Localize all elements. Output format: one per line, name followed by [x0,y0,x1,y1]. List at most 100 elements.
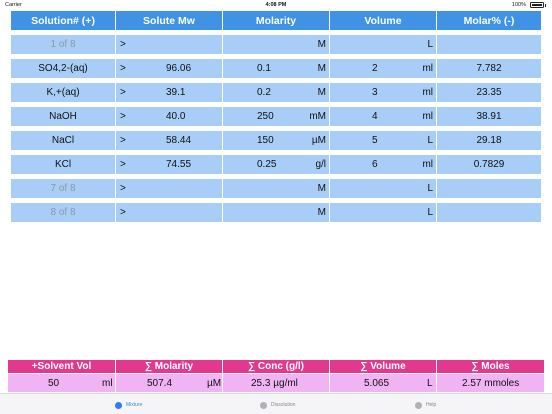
volume-cell[interactable]: 6 ml [330,155,436,174]
molarity-value: 250 [257,111,274,122]
molarity-value: 150 [257,135,274,146]
volume-value: 4 [372,111,378,122]
solution-name: NaCl [51,135,75,146]
solution-name: 8 of 8 [50,207,76,218]
molarity-value: 0.1 [257,63,271,74]
volume-unit: ml [422,87,433,98]
solute-mw-cell[interactable]: >40.0 [116,107,222,126]
solute-picker-chevron-icon: > [120,207,126,218]
molarity-cell[interactable]: M [223,203,329,222]
molarity-unit: g/l [315,159,326,170]
volume-cell[interactable]: 3 ml [330,83,436,102]
molar-pct-cell [437,203,541,222]
sum-molarity-cell: 507.4 µM [116,374,222,392]
sum-molarity-unit: µM [207,378,222,389]
summary-header-moles: ∑ Moles [437,360,544,373]
volume-cell[interactable]: L [330,179,436,198]
tab-dissolution[interactable]: Dissolution [260,398,295,412]
molarity-value: 0.2 [257,87,271,98]
solute-mw-cell[interactable]: > [116,179,222,198]
solute-picker-chevron-icon: > [120,63,126,74]
volume-unit: L [427,135,433,146]
carrier-label: Carrier [5,2,22,8]
summary-header-solvent: +Solvent Vol [8,360,115,373]
solute-mw-cell[interactable]: >96.06 [116,59,222,78]
volume-unit: L [427,183,433,194]
molarity-unit: M [317,39,326,50]
solute-picker-chevron-icon: > [120,159,126,170]
solute-picker-chevron-icon: > [120,135,126,146]
header-solution[interactable]: Solution# (+) [11,11,115,30]
sum-moles-value: 2.57 mmoles [462,378,520,389]
solute-mw-cell[interactable]: >58.44 [116,131,222,150]
molarity-cell[interactable]: 0.25 g/l [223,155,329,174]
solution-name: SO4,2-(aq) [38,63,88,74]
solution-name: KCl [54,159,72,170]
solute-picker-chevron-icon: > [120,111,126,122]
solute-mw-cell[interactable]: > [116,203,222,222]
volume-cell[interactable]: 4 ml [330,107,436,126]
solvent-volume-unit: ml [102,378,113,389]
volume-cell[interactable]: L [330,203,436,222]
solvent-volume-value: 50 [48,378,60,389]
volume-cell[interactable]: L [330,35,436,54]
volume-value: 5 [372,135,378,146]
solute-mw-value: 58.44 [166,135,192,146]
solution-name-cell[interactable]: 8 of 8 [11,203,115,222]
molar-pct-value: 0.7829 [473,159,505,170]
molarity-cell[interactable]: 150 µM [223,131,329,150]
molarity-unit: M [317,87,326,98]
solution-name-cell[interactable]: NaCl [11,131,115,150]
solute-mw-cell[interactable]: >74.55 [116,155,222,174]
tab-mixture[interactable]: Mixture [115,398,142,412]
volume-unit: ml [422,111,433,122]
sum-volume-cell: 5.065 L [330,374,436,392]
solution-name: 7 of 8 [50,183,76,194]
solution-name-cell[interactable]: K,+(aq) [11,83,115,102]
solvent-volume-field[interactable]: 50 ml [8,374,115,392]
molar-pct-cell: 38.91 [437,107,541,126]
battery-icon [530,2,546,8]
volume-unit: L [427,39,433,50]
volume-value: 2 [372,63,378,74]
tab-help[interactable]: Help [415,398,436,412]
molar-pct-cell: 0.7829 [437,155,541,174]
sum-volume-unit: L [427,378,433,389]
solution-name-cell[interactable]: 7 of 8 [11,179,115,198]
solute-mw-value: 74.55 [166,159,192,170]
molarity-cell[interactable]: M [223,35,329,54]
solute-mw-cell[interactable]: > [116,35,222,54]
molarity-unit: M [317,207,326,218]
solution-name-cell[interactable]: SO4,2-(aq) [11,59,115,78]
molarity-cell[interactable]: 0.1 M [223,59,329,78]
molar-pct-value: 29.18 [476,135,502,146]
dissolution-tab-icon [260,401,267,409]
molar-pct-cell [437,179,541,198]
solution-name: NaOH [49,111,77,122]
solution-name: K,+(aq) [46,87,80,98]
molarity-cell[interactable]: 0.2 M [223,83,329,102]
molarity-cell[interactable]: 250 mM [223,107,329,126]
status-time: 4:08 PM [265,2,287,8]
tab-help-label: Help [426,402,437,408]
solute-mw-cell[interactable]: >39.1 [116,83,222,102]
molarity-cell[interactable]: M [223,179,329,198]
sum-conc-value: 25.3 µg/ml [251,378,298,389]
molar-pct-cell: 23.35 [437,83,541,102]
header-molar-pct[interactable]: Molar% (-) [437,11,541,30]
sum-conc-cell: 25.3 µg/ml [223,374,329,392]
summary-header-conc: ∑ Conc (g/l) [223,360,329,373]
volume-unit: ml [422,63,433,74]
molarity-unit: M [317,183,326,194]
molarity-unit: M [317,63,326,74]
molarity-value: 0.25 [257,159,277,170]
solution-name-cell[interactable]: KCl [11,155,115,174]
volume-unit: ml [422,159,433,170]
solution-name-cell[interactable]: NaOH [11,107,115,126]
molarity-unit: µM [311,135,326,146]
solution-name-cell[interactable]: 1 of 8 [11,35,115,54]
summary-header-volume: ∑ Volume [330,360,436,373]
volume-cell[interactable]: 2 ml [330,59,436,78]
sum-moles-cell: 2.57 mmoles [437,374,544,392]
